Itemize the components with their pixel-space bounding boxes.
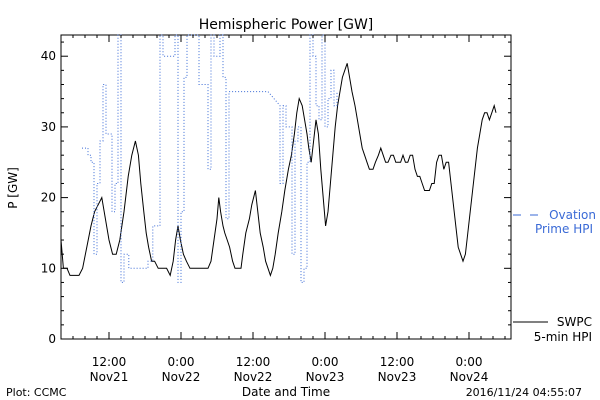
y-tick-label: 0 [48,332,56,346]
y-tick-label: 30 [41,120,56,134]
x-tick-time-label: 12:00 [236,355,271,369]
x-axis-label: Date and Time [242,385,330,399]
legend-label-ovation-2: Prime HPI [535,222,593,236]
y-tick-label: 10 [41,261,56,275]
legend-label-swpc: SWPC [557,315,592,329]
y-tick-label: 20 [41,191,56,205]
x-tick-time-label: 0:00 [168,355,195,369]
plot-border [60,34,512,340]
x-tick-date-label: Nov22 [162,370,201,384]
plot-frame [60,34,512,340]
x-tick-date-label: Nov23 [306,370,345,384]
legend-label-swpc-2: 5-min HPI [534,330,592,344]
swpc-hpi-line [60,63,497,277]
x-tick-time-label: 12:00 [92,355,127,369]
x-axis: 12:00Nov210:00Nov2212:00Nov220:00Nov2312… [60,35,506,384]
y-tick-label: 40 [41,49,56,63]
footer-timestamp: 2016/11/24 04:55:07 [466,386,582,399]
series-layer [60,34,497,283]
x-tick-date-label: Nov22 [234,370,273,384]
footer-credit: Plot: CCMC [6,386,67,399]
x-tick-time-label: 0:00 [456,355,483,369]
chart-title: Hemispheric Power [GW] [199,17,374,33]
legend-label-ovation: Ovation [549,208,596,222]
ovation-prime-hpi-line [82,34,338,283]
x-tick-date-label: Nov24 [450,370,489,384]
x-tick-date-label: Nov23 [378,370,417,384]
x-tick-time-label: 12:00 [380,355,415,369]
x-tick-time-label: 0:00 [312,355,339,369]
y-axis: 0 10 20 30 40 [41,41,511,346]
x-tick-date-label: Nov21 [90,370,129,384]
y-axis-label: P [GW] [6,167,20,209]
